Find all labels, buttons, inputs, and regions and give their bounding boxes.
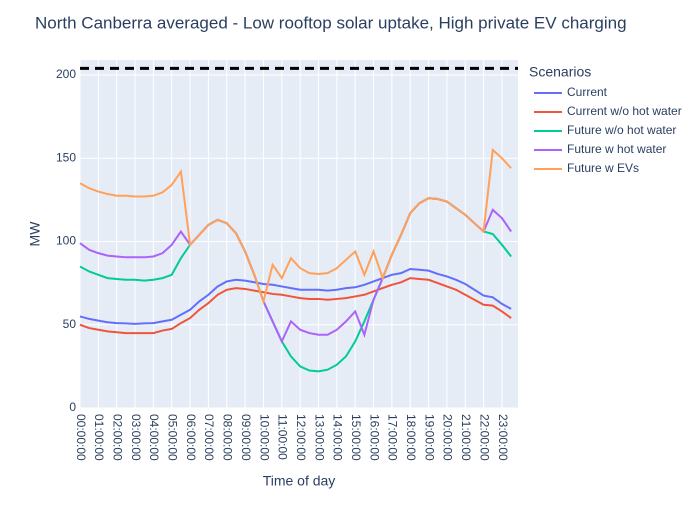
series-line — [79, 277, 512, 335]
x-tick-label: 21:00:00 — [459, 414, 473, 461]
x-tick-label: 12:00:00 — [294, 414, 308, 461]
series-line — [79, 267, 512, 325]
x-tick-label: 20:00:00 — [441, 414, 455, 461]
x-tick-label: 01:00:00 — [92, 414, 106, 461]
x-tick-label: 00:00:00 — [74, 414, 88, 461]
y-axis-title: MW — [27, 221, 43, 247]
y-tick-label: 50 — [63, 317, 77, 331]
x-tick-label: 06:00:00 — [184, 414, 198, 461]
legend-label: Current w/o hot water — [567, 104, 682, 118]
series-line — [79, 147, 512, 305]
x-axis-title: Time of day — [263, 473, 336, 489]
legend-title: Scenarios — [529, 64, 591, 80]
x-tick-label: 17:00:00 — [386, 414, 400, 461]
y-tick-label: 150 — [56, 150, 76, 164]
x-tick-label: 16:00:00 — [367, 414, 381, 461]
chart-title: North Canberra averaged - Low rooftop so… — [35, 13, 627, 32]
legend-label: Future w/o hot water — [567, 123, 676, 137]
x-tick-label: 19:00:00 — [422, 414, 436, 461]
legend-label: Current — [567, 85, 608, 99]
x-tick-label: 09:00:00 — [239, 414, 253, 461]
y-tick-label: 200 — [56, 67, 76, 81]
x-tick-label: 22:00:00 — [477, 414, 491, 461]
x-tick-label: 08:00:00 — [221, 414, 235, 461]
x-tick-label: 05:00:00 — [166, 414, 180, 461]
x-tick-label: 18:00:00 — [404, 414, 418, 461]
x-tick-label: 11:00:00 — [276, 414, 290, 460]
x-tick-label: 04:00:00 — [147, 414, 161, 461]
x-tick-label: 07:00:00 — [202, 414, 216, 461]
y-tick-label: 100 — [56, 234, 76, 248]
x-tick-label: 10:00:00 — [257, 414, 271, 461]
x-tick-label: 23:00:00 — [496, 414, 510, 461]
legend-label: Future w EVs — [567, 161, 639, 175]
y-tick-label: 0 — [69, 400, 76, 414]
x-tick-label: 13:00:00 — [312, 414, 326, 461]
legend-label: Future w hot water — [567, 142, 666, 156]
x-tick-label: 15:00:00 — [349, 414, 363, 461]
x-tick-label: 03:00:00 — [129, 414, 143, 461]
plot-area — [80, 60, 518, 408]
x-tick-label: 14:00:00 — [331, 414, 345, 461]
x-tick-label: 02:00:00 — [111, 414, 125, 461]
